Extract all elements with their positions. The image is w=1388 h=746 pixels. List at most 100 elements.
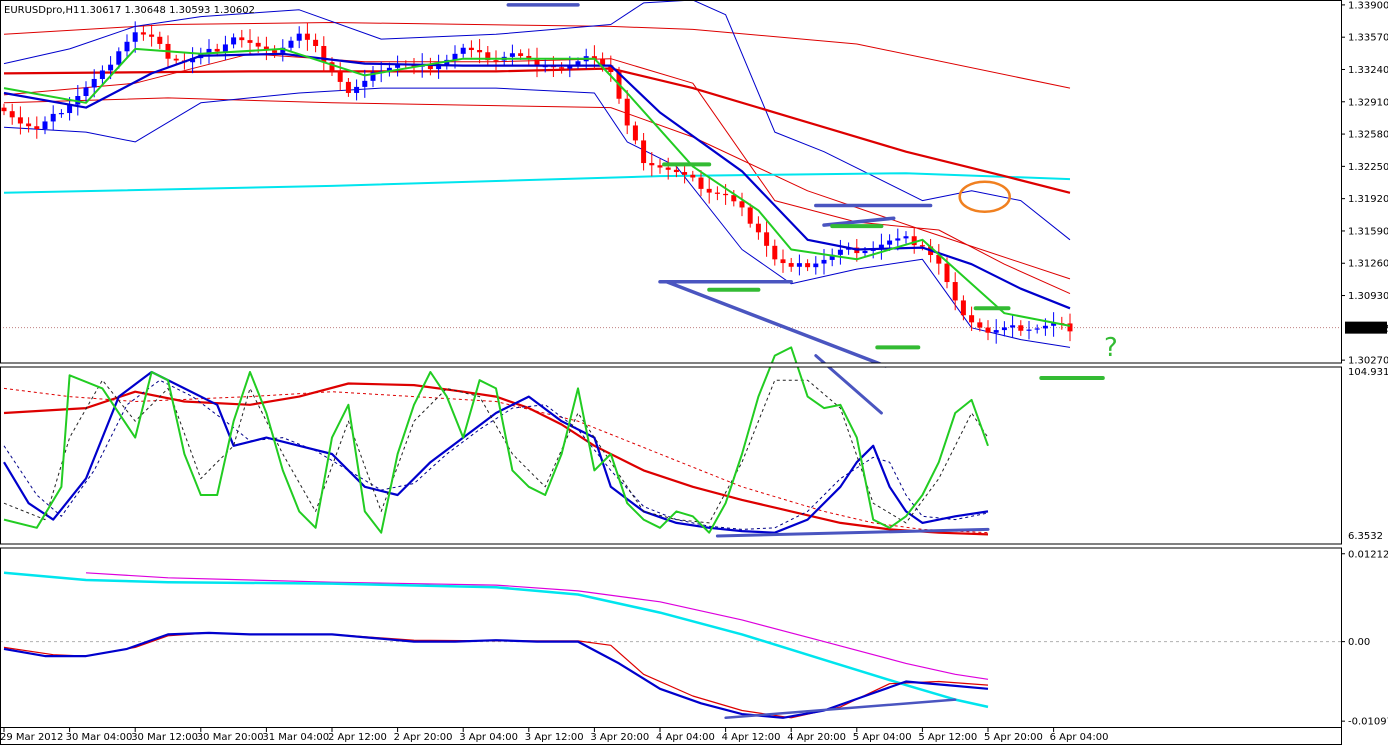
candle-body[interactable] [222, 44, 228, 52]
candle-body[interactable] [723, 193, 729, 196]
candle-body[interactable] [960, 300, 966, 316]
candle-body[interactable] [190, 58, 196, 63]
candle-body[interactable] [173, 58, 179, 61]
candle-body[interactable] [1042, 325, 1048, 329]
candle-body[interactable] [206, 48, 212, 55]
candle-body[interactable] [690, 174, 696, 178]
candle-body[interactable] [17, 117, 23, 124]
candle-body[interactable] [321, 45, 327, 63]
candle-body[interactable] [641, 140, 647, 164]
candle-body[interactable] [993, 330, 999, 333]
candle-body[interactable] [345, 81, 351, 93]
candle-body[interactable] [75, 96, 81, 105]
candle-body[interactable] [337, 70, 343, 82]
candle-body[interactable] [518, 53, 524, 56]
candle-body[interactable] [354, 86, 360, 93]
candle-body[interactable] [468, 47, 474, 51]
candle-body[interactable] [231, 37, 237, 45]
candle-body[interactable] [108, 64, 114, 71]
candle-body[interactable] [977, 322, 983, 328]
candle-body[interactable] [575, 61, 581, 65]
candle-body[interactable] [132, 32, 138, 42]
candle-body[interactable] [329, 62, 335, 71]
candle-body[interactable] [895, 238, 901, 241]
candle-body[interactable] [600, 58, 606, 66]
candle-body[interactable] [370, 72, 376, 81]
candle-body[interactable] [280, 47, 286, 53]
candle-body[interactable] [509, 53, 515, 57]
candle-body[interactable] [780, 259, 786, 264]
candle-body[interactable] [969, 315, 975, 323]
candle-body[interactable] [1026, 329, 1032, 331]
candle-body[interactable] [837, 249, 843, 255]
candle-body[interactable] [288, 40, 294, 48]
candle-body[interactable] [263, 46, 269, 51]
candle-body[interactable] [657, 165, 663, 168]
candle-body[interactable] [34, 126, 40, 129]
candle-body[interactable] [58, 113, 64, 115]
candle-body[interactable] [903, 236, 909, 239]
macd-panel[interactable] [0, 571, 1341, 720]
candle-body[interactable] [985, 327, 991, 333]
candle-body[interactable] [239, 37, 245, 41]
candle-body[interactable] [878, 244, 884, 249]
candle-body[interactable] [591, 56, 597, 59]
candle-body[interactable] [739, 201, 745, 208]
candle-body[interactable] [747, 207, 753, 224]
candle-body[interactable] [805, 263, 811, 268]
candle-body[interactable] [682, 172, 688, 175]
candle-body[interactable] [362, 80, 368, 87]
candle-body[interactable] [706, 188, 712, 193]
candle-body[interactable] [1051, 323, 1057, 326]
candle-body[interactable] [755, 223, 761, 233]
candle-body[interactable] [944, 263, 950, 283]
candle-body[interactable] [796, 263, 802, 267]
candle-body[interactable] [813, 263, 819, 268]
candle-body[interactable] [304, 33, 310, 40]
candle-body[interactable] [460, 47, 466, 54]
candle-body[interactable] [829, 254, 835, 260]
candle-body[interactable] [1, 107, 7, 112]
candle-body[interactable] [116, 51, 122, 65]
candle-body[interactable] [140, 32, 146, 35]
candle-body[interactable] [624, 98, 630, 126]
candle-body[interactable] [1010, 325, 1016, 328]
candle-body[interactable] [427, 64, 433, 70]
candle-body[interactable] [83, 87, 89, 97]
candle-body[interactable] [649, 163, 655, 166]
candle-body[interactable] [477, 50, 483, 53]
candle-body[interactable] [919, 245, 925, 247]
candle-body[interactable] [395, 64, 401, 68]
candle-body[interactable] [665, 167, 671, 170]
candle-body[interactable] [50, 113, 56, 122]
candle-body[interactable] [67, 104, 73, 114]
candle-body[interactable] [386, 67, 392, 72]
candle-body[interactable] [42, 121, 48, 129]
candle-body[interactable] [247, 40, 253, 43]
candle-body[interactable] [952, 282, 958, 301]
candle-body[interactable] [214, 48, 220, 52]
candle-body[interactable] [731, 195, 737, 202]
candle-body[interactable] [296, 33, 302, 41]
oscillator-panel[interactable] [3, 346, 1105, 538]
candle-body[interactable] [673, 169, 679, 173]
candle-body[interactable] [1018, 325, 1024, 331]
price-panel[interactable] [0, 0, 1341, 368]
candle-body[interactable] [99, 70, 105, 79]
candle-body[interactable] [911, 236, 917, 246]
candle-body[interactable] [436, 64, 442, 70]
candle-body[interactable] [698, 177, 704, 189]
candle-body[interactable] [632, 125, 638, 141]
candle-body[interactable] [157, 36, 163, 44]
candle-body[interactable] [485, 52, 491, 61]
candle-body[interactable] [788, 263, 794, 267]
candle-body[interactable] [9, 111, 15, 118]
candle-body[interactable] [1001, 327, 1007, 331]
candle-body[interactable] [1067, 323, 1073, 332]
candle-body[interactable] [313, 39, 319, 46]
candle-body[interactable] [714, 192, 720, 194]
candle-body[interactable] [255, 42, 261, 47]
candle-body[interactable] [534, 58, 540, 67]
candle-body[interactable] [821, 259, 827, 264]
